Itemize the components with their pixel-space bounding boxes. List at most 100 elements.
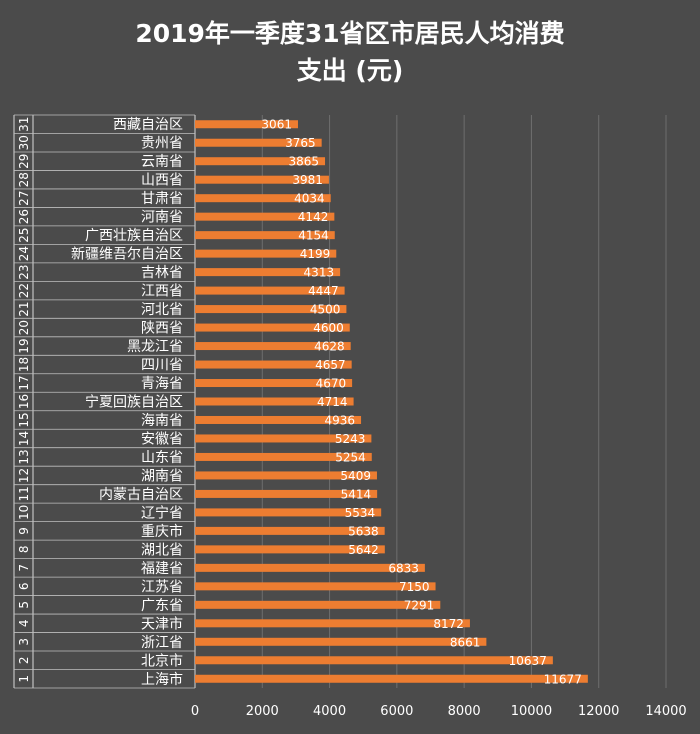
bar	[195, 249, 337, 258]
rank-label: 20	[17, 320, 31, 335]
category-label: 浙江省	[141, 635, 183, 651]
rank-label: 2	[17, 656, 31, 664]
value-label: 4447	[308, 284, 339, 298]
value-label: 4034	[294, 192, 325, 206]
category-label: 内蒙古自治区	[99, 487, 183, 503]
bar	[195, 138, 322, 147]
bar	[195, 342, 351, 351]
bar	[195, 379, 353, 388]
value-label: 3765	[285, 136, 316, 150]
value-label: 3061	[261, 118, 292, 132]
bar	[195, 212, 335, 221]
category-label: 新疆维吾尔自治区	[71, 247, 183, 263]
category-label: 云南省	[141, 154, 183, 170]
value-label: 7150	[399, 580, 430, 594]
rank-label: 7	[17, 564, 31, 572]
category-label: 山西省	[141, 173, 183, 189]
rank-label: 23	[17, 264, 31, 279]
bar	[195, 194, 331, 203]
bar	[195, 674, 588, 683]
rank-label: 8	[17, 546, 31, 554]
bar	[195, 582, 436, 591]
category-label: 江苏省	[141, 579, 183, 595]
category-label: 广东省	[141, 598, 183, 614]
category-label: 河南省	[141, 210, 183, 226]
x-tick-label: 14000	[645, 704, 686, 719]
category-label: 黑龙江省	[127, 339, 183, 355]
value-label: 4142	[298, 210, 329, 224]
chart-title-line1: 2019年一季度31省区市居民人均消费	[135, 19, 564, 48]
bar	[195, 471, 377, 480]
bar	[195, 286, 345, 295]
rank-label: 6	[17, 583, 31, 591]
value-label: 6833	[388, 561, 419, 575]
value-label: 7291	[404, 598, 435, 612]
rank-label: 5	[17, 601, 31, 609]
category-label: 安徽省	[141, 431, 183, 447]
bar	[195, 508, 382, 517]
value-label: 4500	[310, 303, 341, 317]
bar	[195, 452, 372, 461]
bar	[195, 415, 362, 424]
value-label: 4657	[315, 358, 346, 372]
category-label: 海南省	[141, 413, 183, 429]
bar	[195, 563, 425, 572]
rank-label: 11	[17, 486, 31, 501]
rank-label: 9	[17, 527, 31, 535]
category-label: 四川省	[141, 358, 183, 374]
category-label: 重庆市	[141, 523, 183, 540]
rank-label: 4	[17, 619, 31, 627]
rank-label: 12	[17, 468, 31, 483]
bar	[195, 157, 326, 166]
x-tick-label: 10000	[511, 704, 552, 719]
bar	[195, 397, 354, 406]
bar	[195, 305, 347, 314]
value-label: 4154	[298, 229, 329, 243]
rank-label: 31	[17, 117, 31, 132]
rank-label: 13	[17, 449, 31, 464]
value-label: 3865	[288, 155, 319, 169]
value-label: 4628	[314, 340, 345, 354]
category-label: 河北省	[141, 302, 183, 318]
category-label: 贵州省	[141, 136, 183, 152]
category-label: 甘肃省	[141, 191, 183, 207]
value-label: 5638	[348, 524, 379, 538]
value-label: 5414	[341, 487, 372, 501]
x-tick-label: 8000	[448, 704, 481, 719]
bar	[195, 120, 298, 129]
value-label: 4600	[313, 321, 344, 335]
rank-label: 14	[17, 431, 31, 446]
rank-label: 3	[17, 638, 31, 646]
value-label: 5642	[348, 543, 379, 557]
value-label: 4199	[300, 247, 331, 261]
rank-label: 27	[17, 191, 31, 206]
bar	[195, 360, 352, 369]
x-axis-ticks: 0 2000 4000 6000 8000 10000 12000 14000	[191, 704, 687, 719]
rank-label: 24	[17, 246, 31, 261]
rank-label: 30	[17, 135, 31, 150]
category-label: 辽宁省	[141, 504, 183, 521]
category-label: 福建省	[141, 561, 183, 577]
bar	[195, 526, 385, 535]
x-tick-label: 0	[191, 704, 199, 719]
category-label: 西藏自治区	[113, 117, 183, 133]
rank-label: 21	[17, 301, 31, 316]
rank-label: 29	[17, 154, 31, 169]
category-label: 湖南省	[141, 468, 183, 484]
category-label: 北京市	[141, 652, 183, 669]
x-tick-label: 2000	[246, 704, 279, 719]
category-label: 青海省	[141, 376, 183, 392]
bar	[195, 489, 378, 498]
category-label: 陕西省	[141, 321, 183, 337]
bar	[195, 323, 350, 332]
value-label: 8172	[433, 617, 464, 631]
rank-label: 22	[17, 283, 31, 298]
rank-label: 15	[17, 412, 31, 427]
value-label: 4670	[316, 377, 347, 391]
category-label: 江西省	[141, 284, 183, 300]
category-label: 山东省	[141, 450, 183, 466]
category-label: 上海市	[141, 671, 183, 688]
value-label: 10637	[509, 654, 547, 668]
